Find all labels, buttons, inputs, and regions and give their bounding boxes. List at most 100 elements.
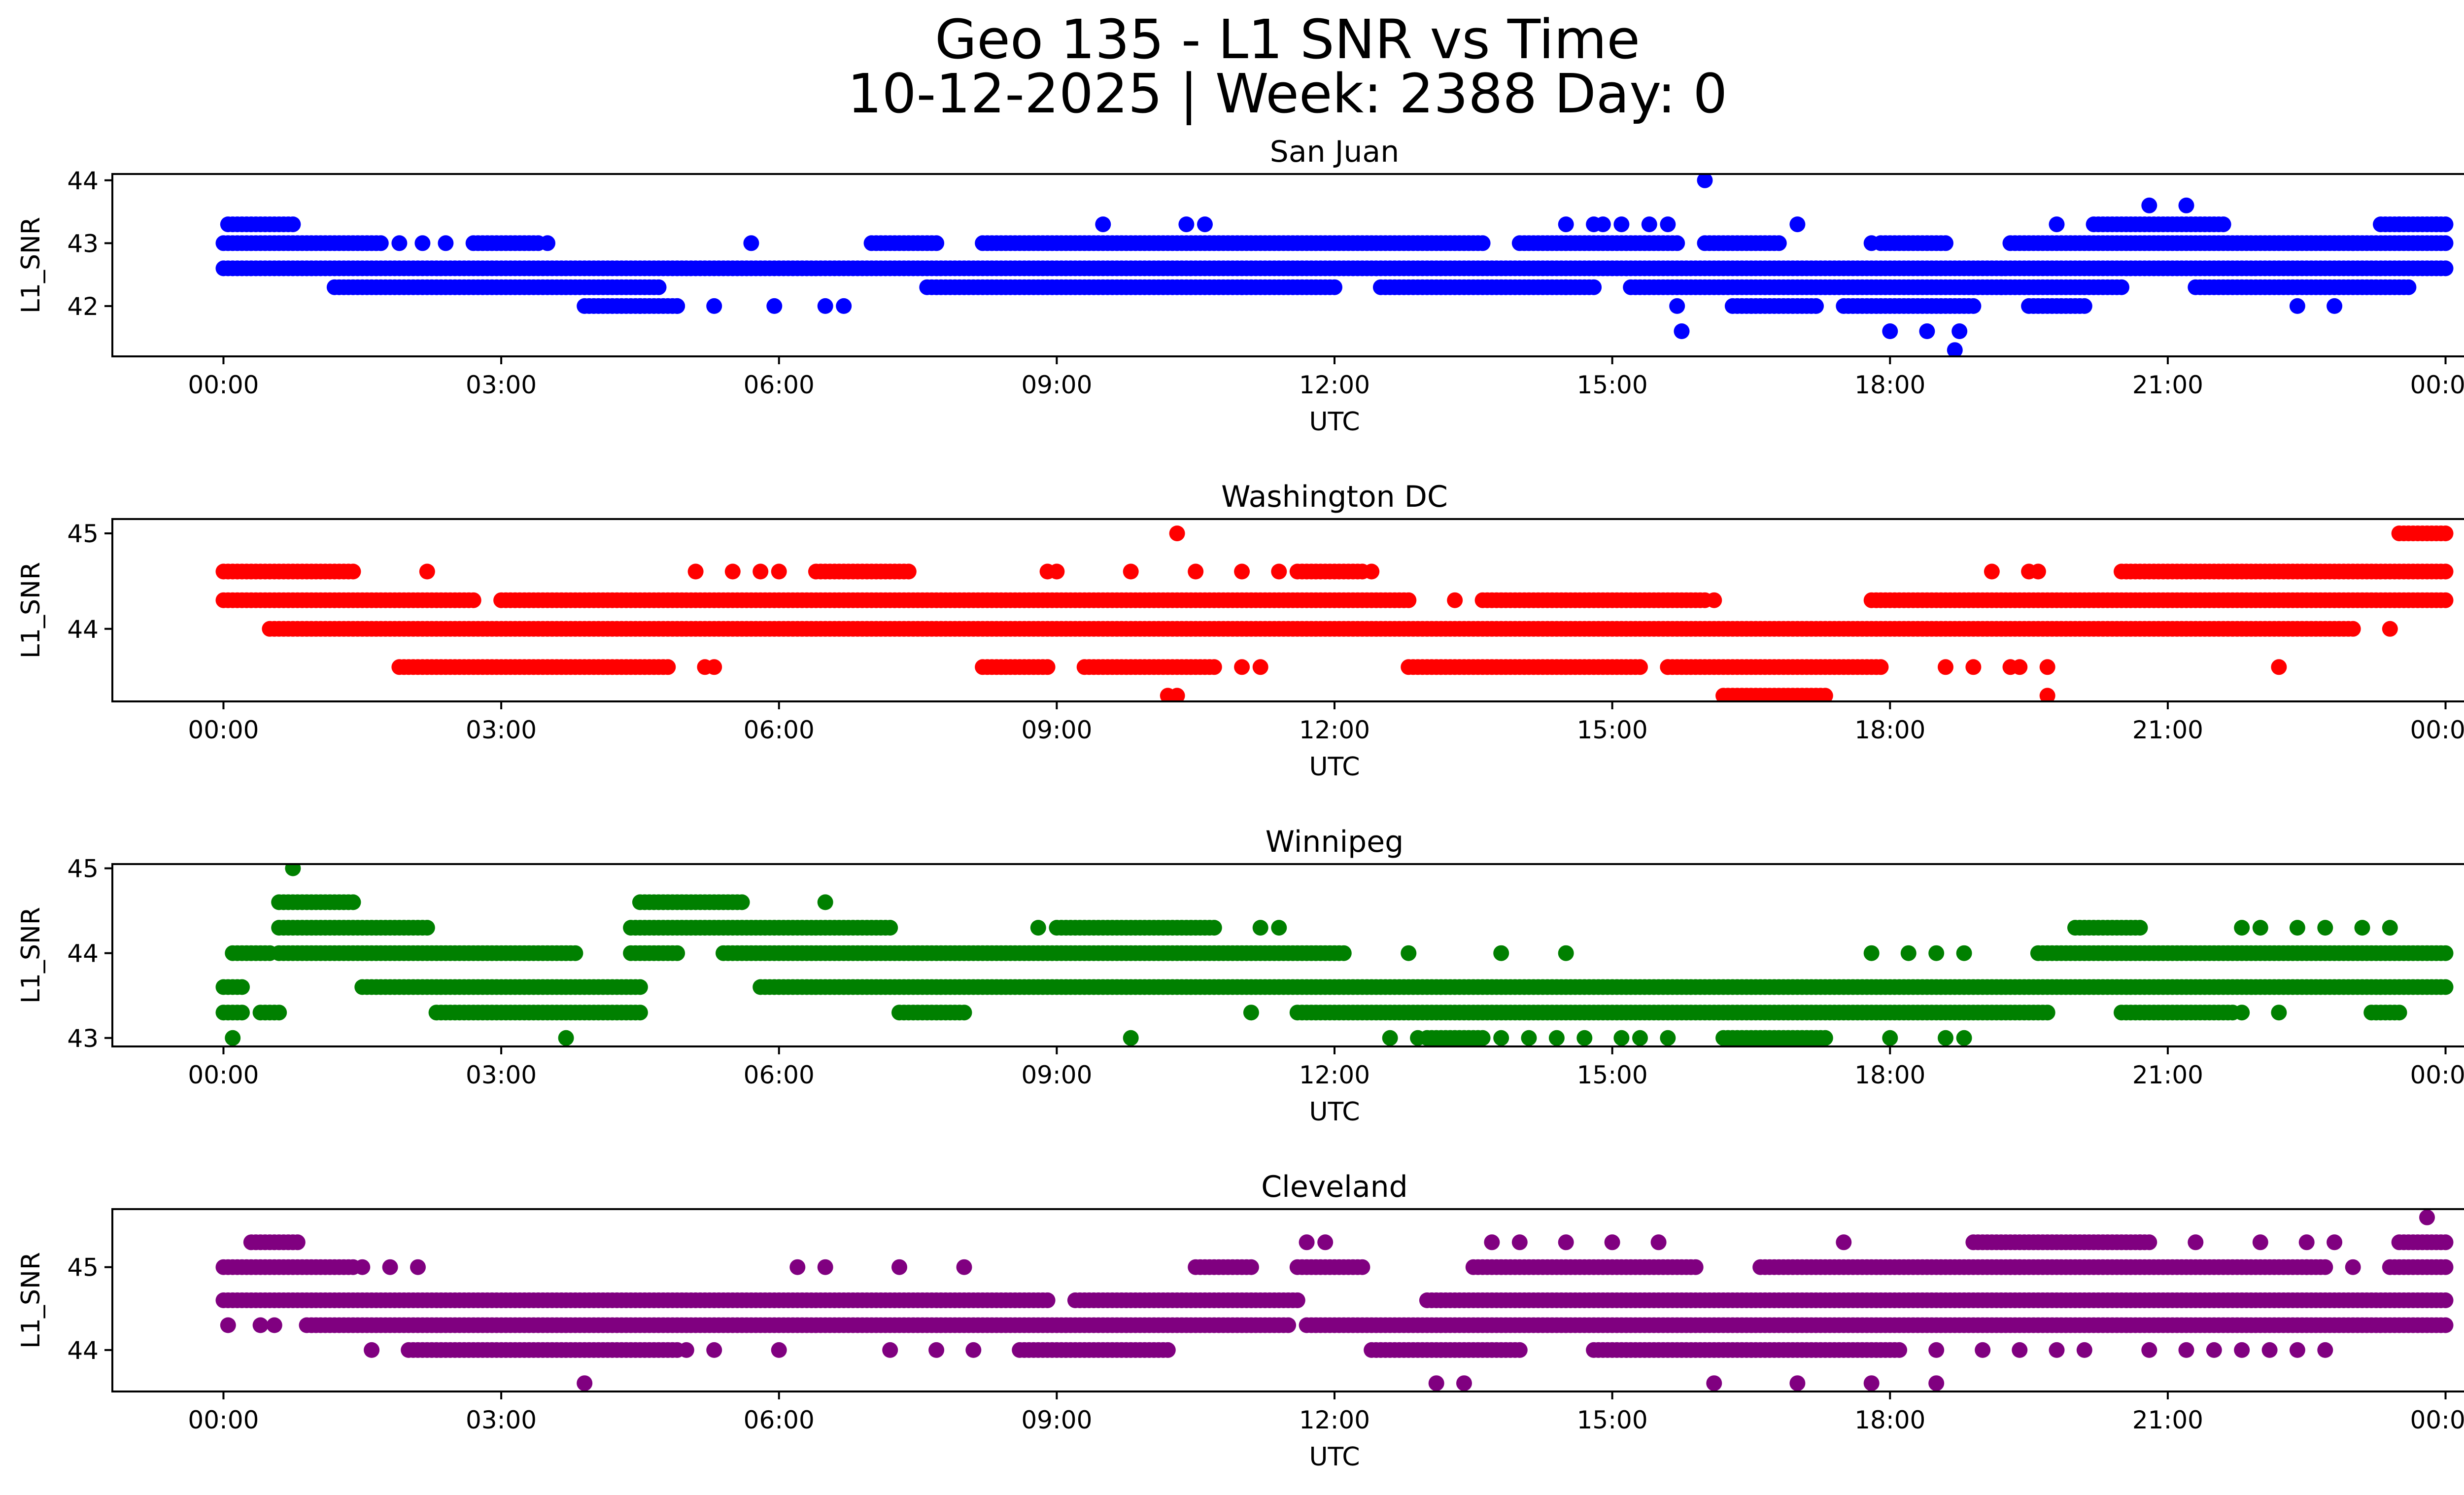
x-tick-label: 03:00: [466, 716, 537, 744]
data-point: [2215, 216, 2231, 233]
data-point: [1660, 1030, 1676, 1046]
data-point: [2132, 920, 2148, 936]
data-point: [1808, 298, 1824, 314]
x-tick-label: 09:00: [1021, 371, 1092, 399]
data-point: [1558, 216, 1574, 233]
y-tick-label: 44: [67, 939, 99, 968]
x-tick-label: 21:00: [2132, 1061, 2203, 1089]
data-point: [1123, 1030, 1139, 1046]
data-point: [1234, 279, 1250, 295]
y-axis-label: L1_SNR: [16, 562, 46, 659]
data-point: [1965, 659, 1982, 675]
x-tick-label: 15:00: [1577, 716, 1648, 744]
data-point: [1928, 945, 1945, 961]
data-point: [669, 945, 685, 961]
data-point: [1335, 945, 1352, 961]
data-point: [1382, 1030, 1398, 1046]
data-point: [1354, 1259, 1370, 1275]
data-point: [766, 298, 783, 314]
data-point: [1548, 1030, 1565, 1046]
x-tick-label: 15:00: [1577, 371, 1648, 399]
x-tick-label: 00:00: [188, 371, 259, 399]
data-point: [2317, 920, 2333, 936]
data-point: [2030, 563, 2046, 580]
data-point: [285, 864, 301, 876]
x-axis-label: UTC: [1309, 1097, 1360, 1127]
data-point: [225, 1030, 241, 1046]
data-point: [1984, 563, 2000, 580]
data-point: [1956, 1030, 1972, 1046]
data-point: [345, 563, 361, 580]
data-point: [1049, 563, 1065, 580]
data-point: [234, 1005, 250, 1021]
data-point: [2428, 216, 2444, 233]
data-point: [956, 1005, 972, 1021]
data-point: [2391, 1005, 2407, 1021]
data-point: [743, 235, 759, 251]
chart-title-line2: 10-12-2025 | Week: 2388 Day: 0: [847, 62, 1728, 125]
data-point: [345, 894, 361, 910]
data-point: [2437, 563, 2454, 580]
data-point: [285, 216, 301, 233]
data-point: [817, 894, 833, 910]
x-tick-label: 06:00: [744, 371, 815, 399]
y-tick-label: 45: [67, 520, 99, 548]
y-tick-label: 42: [67, 292, 99, 321]
x-tick-label: 06:00: [744, 716, 815, 744]
data-point: [1586, 279, 1602, 295]
data-point: [2382, 920, 2398, 936]
data-point: [1771, 235, 1787, 251]
data-point: [373, 235, 389, 251]
data-point: [2345, 235, 2361, 251]
data-point: [1410, 1030, 1426, 1046]
data-point: [1401, 945, 1417, 961]
data-point: [1993, 279, 2009, 295]
data-point: [734, 894, 750, 910]
data-point: [1919, 323, 1935, 339]
data-point: [817, 298, 833, 314]
data-point: [2076, 298, 2092, 314]
data-point: [2437, 525, 2454, 542]
data-point: [1669, 235, 1685, 251]
data-point: [1493, 945, 1509, 961]
data-point: [1271, 920, 1287, 936]
data-point: [2141, 197, 2157, 213]
data-point: [1243, 1259, 1259, 1275]
data-point: [928, 235, 945, 251]
data-point: [1123, 563, 1139, 580]
data-point: [2039, 659, 2055, 675]
x-tick-label: 12:00: [1299, 716, 1370, 744]
subplot-title: San Juan: [1270, 135, 1399, 169]
data-point: [271, 1005, 287, 1021]
data-point: [2114, 279, 2129, 295]
y-axis-label: L1_SNR: [16, 217, 46, 313]
data-point: [1206, 659, 1222, 675]
x-axis-label: UTC: [1309, 752, 1360, 782]
data-point: [465, 592, 481, 608]
data-point: [900, 563, 917, 580]
x-tick-label: 00:00: [2410, 716, 2464, 744]
subplot-title: Winnipeg: [1266, 825, 1404, 859]
data-point: [1169, 525, 1185, 542]
data-point: [2271, 1005, 2287, 1021]
x-tick-label: 03:00: [466, 1061, 537, 1089]
data-point: [1169, 688, 1185, 701]
data-point: [2039, 1005, 2055, 1021]
data-point: [2437, 1317, 2454, 1333]
chart-title-line1: Geo 135 - L1 SNR vs Time: [934, 8, 1641, 71]
data-point: [1521, 1030, 1537, 1046]
data-point: [1401, 592, 1417, 608]
x-tick-label: 15:00: [1577, 1061, 1648, 1089]
x-tick-label: 18:00: [1854, 1061, 1925, 1089]
data-point: [836, 298, 852, 314]
data-point: [414, 235, 431, 251]
data-point: [1817, 688, 1833, 701]
y-tick-label: 43: [67, 1024, 99, 1053]
data-point: [1817, 1030, 1833, 1046]
data-point: [1641, 216, 1657, 233]
data-point: [438, 235, 454, 251]
data-point: [1493, 1030, 1509, 1046]
y-tick-label: 45: [67, 855, 99, 883]
